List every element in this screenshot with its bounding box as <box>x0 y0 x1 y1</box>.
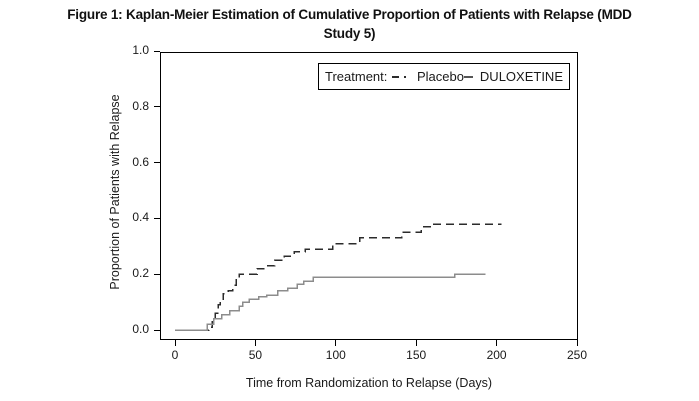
x-tick-mark <box>415 340 417 346</box>
y-tick-label: 0.8 <box>132 98 149 113</box>
figure-title: Figure 1: Kaplan-Meier Estimation of Cum… <box>0 5 699 43</box>
x-axis-label: Time from Randomization to Relapse (Days… <box>245 376 493 390</box>
x-tick-mark <box>254 340 256 346</box>
y-tick-mark <box>154 106 160 108</box>
y-tick-mark <box>154 329 160 331</box>
x-tick-label: 150 <box>406 348 427 362</box>
y-tick-label: 1.0 <box>132 43 149 57</box>
x-tick-mark <box>174 340 176 346</box>
placebo-dashed-line-icon <box>392 75 406 78</box>
legend-entry-placebo: Placebo <box>417 69 464 84</box>
legend-entry-duloxetine: DULOXETINE <box>479 69 563 84</box>
x-tick-label: 0 <box>171 348 179 362</box>
figure-title-line1: Figure 1: Kaplan-Meier Estimation of Cum… <box>67 7 632 22</box>
x-tick-label: 250 <box>566 348 588 362</box>
y-tick-label: 0.6 <box>132 154 149 169</box>
x-tick-label: 50 <box>248 348 263 362</box>
y-tick-label: 0.0 <box>132 322 149 336</box>
duloxetine-solid-line-icon <box>463 75 473 78</box>
legend: Treatment: Placebo DULOXETINE <box>318 63 570 90</box>
km-curves <box>175 223 502 331</box>
y-tick-label: 0.4 <box>132 210 149 225</box>
x-tick-mark <box>496 340 498 346</box>
curve-placebo <box>175 223 502 331</box>
y-tick-mark <box>154 273 160 275</box>
y-tick-mark <box>154 162 160 164</box>
x-tick-label: 200 <box>486 348 507 362</box>
x-tick-mark <box>335 340 337 346</box>
plot-area <box>160 52 578 340</box>
y-tick-mark <box>154 217 160 219</box>
y-tick-mark <box>154 50 160 52</box>
y-tick-label: 0.2 <box>132 266 149 281</box>
legend-title: Treatment: <box>325 69 388 84</box>
y-axis-label: Proportion of Patients with Relapse <box>108 94 122 290</box>
x-tick-label: 100 <box>325 348 346 362</box>
curve-duloxetine <box>175 273 486 331</box>
figure-title-line2: Study 5) <box>323 26 376 41</box>
x-tick-mark <box>576 340 578 346</box>
